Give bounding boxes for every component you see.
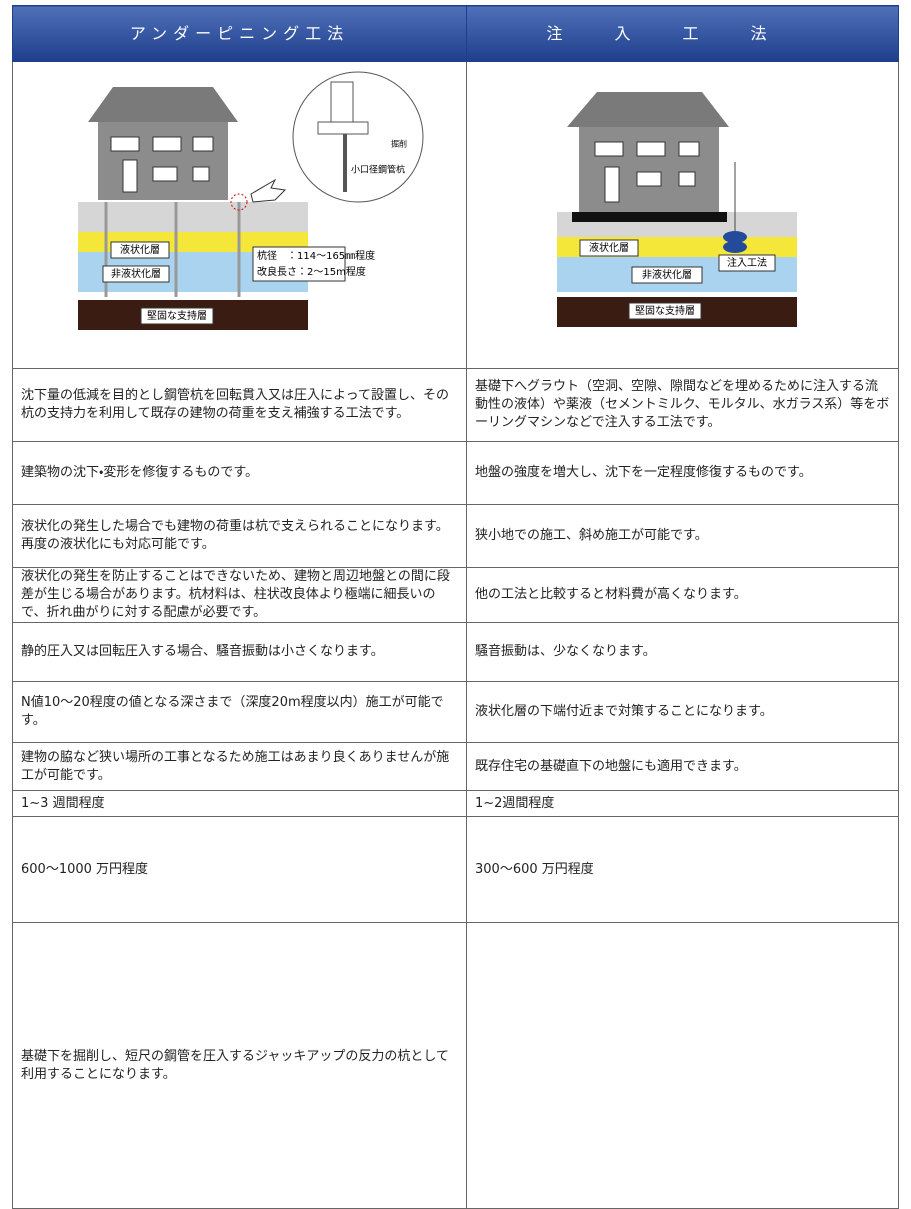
table-cell: 地盤の強度を増大し、沈下を一定程度修復するものです。: [466, 441, 899, 505]
diagram-rect: [678, 171, 696, 187]
table-row: 液状化の発生を防止することはできないため、建物と周辺地盤との間に段差が生じる場合…: [12, 567, 899, 623]
table-row: 沈下量の低減を目的とし鋼管杭を回転貫入又は圧入によって設置し、その杭の支持力を利…: [12, 368, 899, 442]
table-cell: [466, 922, 899, 1209]
table-row: 静的圧入又は回転圧入する場合、騒音振動は小さくなります。 騒音振動は、少なくなりま…: [12, 622, 899, 682]
header-cell: アンダーピニング工法: [12, 5, 467, 62]
diagram-rect: [192, 166, 210, 182]
underpinning-diagram: 液状化層 非液状化層 堅固な支持層 杭径 ：114～165㎜程度 改良長さ：2～…: [78, 71, 424, 330]
diagram-rect: [192, 136, 214, 152]
diagram-rect: [152, 136, 182, 152]
layer-label: 堅固な支持層: [147, 309, 207, 322]
diagram-rect: [330, 81, 354, 123]
header-row: アンダーピニング工法 注入工法: [12, 5, 899, 62]
table-row: 液状化の発生した場合でも建物の荷重は杭で支えられることになります。再度の液状化に…: [12, 504, 899, 568]
table-row: 建物の脇など狭い場所の工事となるため施工はあまり良くありませんが施工が可能です。…: [12, 742, 899, 791]
diagram-rect: [152, 166, 178, 182]
diagram-rect: [579, 239, 639, 257]
grout-diagram: 液状化層 非液状化層 堅固な支持層 注入工法: [557, 92, 797, 327]
diagram-rect: [98, 122, 228, 200]
layer-label: 液状化層: [589, 241, 629, 254]
diagram-polygon: [567, 92, 729, 127]
diagram-rect: [636, 171, 662, 187]
diagram-circle: [230, 193, 248, 211]
diagram-ellipse: [723, 241, 747, 253]
method-label: 注入工法: [727, 256, 767, 269]
table-row: 建築物の沈下・変形を修復するものです。 地盤の強度を増大し、沈下を一定程度修復する…: [12, 441, 899, 505]
diagram-rect: [718, 254, 776, 272]
diagram-rect: [636, 141, 666, 157]
diagram-rect: [122, 159, 138, 193]
diagram-rect: [579, 127, 719, 212]
diagram-rect: [631, 266, 703, 284]
table-row: 基礎下を掘削し、短尺の鋼管を圧入するジャッキアップの反力の杭として利用することに…: [12, 922, 899, 1209]
layer-label: 堅固な支持層: [635, 304, 695, 317]
comparison-table: アンダーピニング工法 注入工法 液状化層 非液状化層 堅固な支持層 杭径 ：11…: [12, 5, 899, 1209]
diagram-rect: [604, 166, 620, 203]
spec-label: 杭径 ：114～165㎜程度: [257, 249, 375, 262]
table-cell: N値10～20程度の値となる深さまで（深度20m程度以内）施工が可能です。: [12, 681, 467, 743]
table-cell: 狭小地での施工、斜め施工が可能です。: [466, 504, 899, 568]
table-cell: 基礎下へグラウト（空洞、空隙、隙間などを埋めるために注入する流動性の液体）や薬液…: [466, 368, 899, 442]
diagram-cell: 液状化層 非液状化層 堅固な支持層 杭径 ：114～165㎜程度 改良長さ：2～…: [12, 61, 467, 369]
layer-label: 非液状化層: [111, 267, 161, 280]
diagram-rect: [110, 136, 140, 152]
diagram-polygon: [88, 87, 238, 122]
table-cell: 液状化の発生した場合でも建物の荷重は杭で支えられることになります。再度の液状化に…: [12, 504, 467, 568]
dig-label: 掘削: [391, 139, 407, 149]
diagram-row: 液状化層 非液状化層 堅固な支持層 杭径 ：114～165㎜程度 改良長さ：2～…: [12, 61, 899, 369]
diagram-polygon: [250, 178, 287, 203]
table-cell: 基礎下を掘削し、短尺の鋼管を圧入するジャッキアップの反力の杭として利用することに…: [12, 922, 467, 1209]
table-row: 1~3 週間程度 1~2週間程度: [12, 790, 899, 817]
diagram-rect: [102, 265, 170, 283]
diagram-rect: [678, 141, 700, 157]
diagram-ellipse: [723, 231, 747, 243]
layer-label: 非液状化層: [642, 268, 692, 281]
pile-label: 小口径鋼管杭: [351, 164, 405, 176]
table-cell: 既存住宅の基礎直下の地盤にも適用できます。: [466, 742, 899, 791]
layer-label: 液状化層: [120, 243, 160, 256]
table-cell: 建築物の沈下・変形を修復するものです。: [12, 441, 467, 505]
diagram-rect: [140, 307, 214, 325]
table-cell: 1~3 週間程度: [12, 790, 467, 817]
diagram-rect: [110, 241, 170, 259]
diagram-rect: [317, 121, 369, 135]
table-row: N値10～20程度の値となる深さまで（深度20m程度以内）施工が可能です。 液状化…: [12, 681, 899, 743]
table-cell: 液状化の発生を防止することはできないため、建物と周辺地盤との間に段差が生じる場合…: [12, 567, 467, 623]
table-cell: 他の工法と比較すると材料費が高くなります。: [466, 567, 899, 623]
table-cell: 300～600 万円程度: [466, 816, 899, 923]
diagram-rect: [252, 246, 346, 282]
diagram-rect: [78, 202, 308, 232]
diagram-cell: 液状化層 非液状化層 堅固な支持層 注入工法: [466, 61, 899, 369]
table-row: 600～1000 万円程度 300～600 万円程度: [12, 816, 899, 923]
diagram-circle: [292, 71, 424, 203]
spec-label: 改良長さ：2～15m程度: [257, 265, 366, 278]
diagram-rect: [628, 302, 702, 320]
table-cell: 沈下量の低減を目的とし鋼管杭を回転貫入又は圧入によって設置し、その杭の支持力を利…: [12, 368, 467, 442]
table-cell: 建物の脇など狭い場所の工事となるため施工はあまり良くありませんが施工が可能です。: [12, 742, 467, 791]
table-cell: 1~2週間程度: [466, 790, 899, 817]
header-cell: 注入工法: [466, 5, 899, 62]
diagram-rect: [594, 141, 624, 157]
table-cell: 静的圧入又は回転圧入する場合、騒音振動は小さくなります。: [12, 622, 467, 682]
diagram-rect: [572, 212, 727, 222]
table-cell: 液状化層の下端付近まで対策することになります。: [466, 681, 899, 743]
table-cell: 騒音振動は、少なくなります。: [466, 622, 899, 682]
table-cell: 600～1000 万円程度: [12, 816, 467, 923]
